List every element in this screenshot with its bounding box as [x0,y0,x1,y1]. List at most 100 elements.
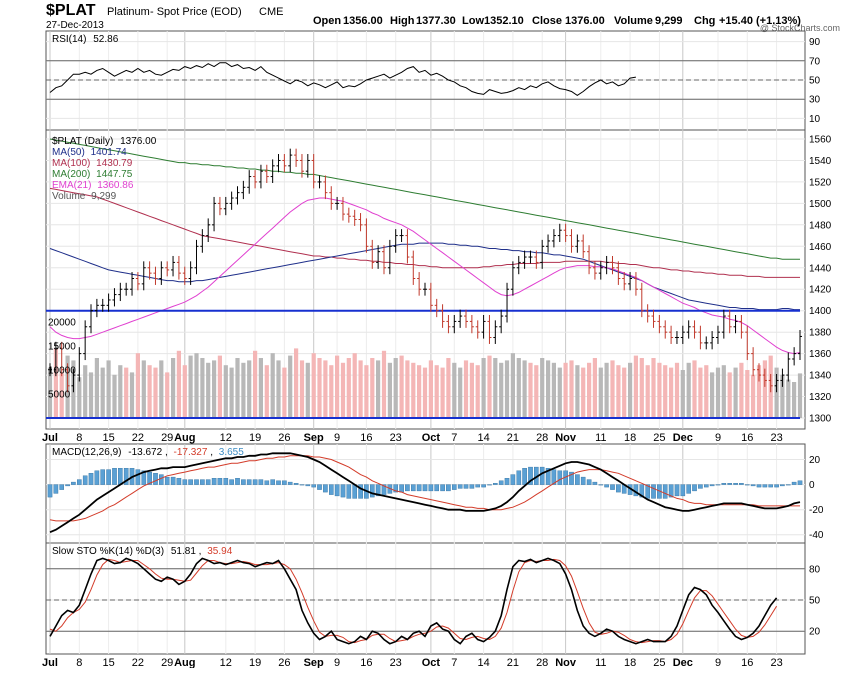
volume-bar [551,362,556,418]
price-bar [657,314,662,334]
macd-histogram-bar [715,484,721,486]
volume-bar [235,358,240,418]
price-bar [165,261,170,277]
price-bar [475,320,480,339]
macd-line [49,452,801,534]
volume-y-tick: 5000 [48,390,71,401]
price-x-tick: 11 [595,432,606,444]
sto-x-tick: 9 [334,657,340,668]
volume-bar [756,365,762,418]
macd-histogram-bar [252,479,258,485]
price-bar [639,282,644,318]
price-bar [147,261,152,280]
price-bar [253,170,258,189]
quote-summary: Open 1356.00 High 1377.30 Low 1352.10 Cl… [313,15,801,27]
legend-ma100: MA(100) 1430.79 [52,158,133,169]
price-x-tick: 21 [507,432,519,444]
macd-histogram-bar [428,484,434,492]
macd-histogram-bar [53,484,59,494]
watermark: @ StockCharts.com [760,23,840,33]
price-y-tick: 1460 [809,242,832,253]
price-bar [575,234,580,253]
sto-x-tick: 25 [653,657,665,668]
volume-bar [493,358,498,418]
macd-legend: MACD(12,26,9) -13.672 , -17.327 , 3.655 [52,447,244,458]
macd-histogram-bar [94,470,100,485]
price-bar [194,239,199,275]
sto-x-tick: 8 [76,657,82,668]
macd-histogram-bar [246,479,252,485]
macd-histogram-bar [452,484,457,490]
macd-histogram-bar [434,484,440,492]
volume-bar [323,360,328,418]
price-bar [546,234,551,253]
price-bar [446,314,451,334]
volume-bar [124,367,129,418]
macd-panel [45,443,806,544]
price-x-tick: 29 [161,432,173,444]
price-bar [792,347,797,366]
volume-bar [264,365,269,418]
chart-date: 27-Dec-2013 [46,20,104,31]
volume-bar [153,367,158,418]
macd-histogram-bar [59,484,64,490]
price-bar [235,186,240,205]
price-x-tick: 12 [220,432,232,444]
volume-bar [680,370,685,418]
macd-histogram-bar [123,468,129,485]
macd-histogram-bar [182,479,188,485]
sto-x-tick: 11 [595,657,606,668]
price-bar [112,288,117,307]
macd-histogram-bar [545,468,551,485]
rsi-y-tick: 70 [809,56,821,67]
legend-ema21-name: EMA(21) [52,180,91,191]
macd-histogram-bar [205,479,211,485]
volume-bar [288,355,293,418]
price-y-tick: 1560 [809,135,832,146]
volume-bar [481,358,486,418]
price-bar [48,363,52,377]
price-y-tick: 1520 [809,177,832,188]
macd-y-tick: -40 [809,530,824,541]
volume-bar [417,365,422,418]
volume-bar [446,358,451,418]
volume-bar [440,367,445,418]
price-bar [598,261,603,280]
macd-histogram-bar [71,481,76,485]
sto-x-tick: 23 [390,657,402,668]
price-bar [258,164,263,189]
price-bar [487,314,492,344]
price-y-tick: 1300 [809,414,832,425]
volume-bar [698,367,703,418]
volume-bar [77,377,82,418]
price-bar [346,207,351,223]
sto-x-tick: 22 [132,657,144,668]
price-bar [124,282,129,296]
macd-histogram-bar [299,484,305,486]
macd-histogram-bar [528,466,533,485]
price-bar [352,209,357,226]
macd-histogram-bar [211,478,217,485]
macd-histogram-bar [586,479,592,485]
price-x-tick: 7 [451,432,457,444]
volume-bar [663,365,668,418]
volume-bar [669,367,674,418]
legend-volume-value: 9,299 [91,191,116,202]
rsi-y-tick: 10 [809,114,821,125]
price-bar [176,255,181,280]
price-panel [45,129,806,430]
price-bar [264,164,269,183]
legend-ma200-name: MA(200) [52,169,90,180]
macd-histogram-bar [756,484,762,488]
price-bar [692,320,697,339]
volume-bar [487,355,492,418]
price-bar [241,180,246,200]
price-bar [340,196,345,221]
instrument-name: Platinum [107,6,150,18]
volume-bar [258,358,263,418]
price-bar [493,320,498,344]
macd-histogram-bar [487,484,492,486]
volume-bar [59,372,64,418]
price-bar [153,266,158,285]
